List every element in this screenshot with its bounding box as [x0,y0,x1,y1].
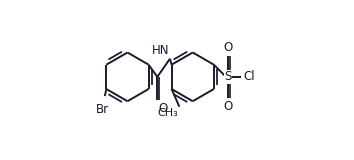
Text: Cl: Cl [243,70,255,83]
Text: O: O [158,102,167,115]
Text: Br: Br [96,103,109,116]
Text: CH₃: CH₃ [158,108,178,118]
Text: S: S [224,70,232,83]
Text: O: O [223,100,233,113]
Text: HN: HN [152,44,169,57]
Text: O: O [223,41,233,54]
